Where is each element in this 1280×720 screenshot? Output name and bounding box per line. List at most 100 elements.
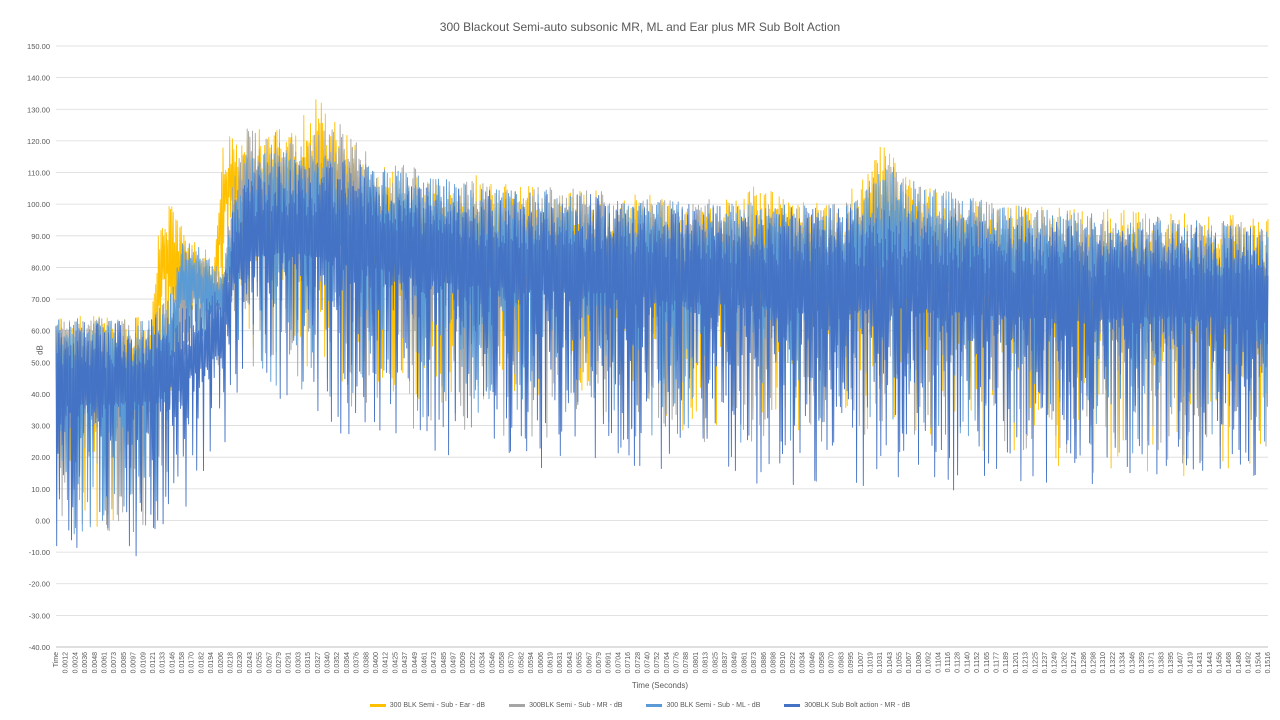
y-tick-label: 130.00 <box>27 105 50 114</box>
x-tick-label: 0.0983 <box>838 652 845 674</box>
x-tick-label: 0.0376 <box>354 652 361 674</box>
legend: 300 BLK Semi - Sub - Ear - dB 300BLK Semi… <box>0 702 1280 709</box>
x-tick-label: 0.1177 <box>994 652 1001 673</box>
x-tick-label: 0.0801 <box>693 652 700 674</box>
x-tick-label: 0.1431 <box>1197 652 1204 674</box>
legend-swatch <box>784 704 801 707</box>
x-tick-label: 0.1031 <box>877 652 884 674</box>
x-tick-label: 0.1468 <box>1226 652 1233 674</box>
x-tick-label: 0.0340 <box>324 652 331 674</box>
x-tick-label: 0.0255 <box>257 652 264 674</box>
x-tick-label: 0.0073 <box>111 652 118 674</box>
x-tick-label: 0.0109 <box>140 652 147 674</box>
y-tick-label: 60.00 <box>31 327 50 336</box>
x-tick-label: 0.0764 <box>664 652 671 674</box>
x-tick-label: 0.0631 <box>557 652 564 674</box>
x-tick-label: 0.0315 <box>305 652 312 674</box>
x-tick-label: 0.0048 <box>92 652 99 674</box>
x-tick-label: 0.0473 <box>431 652 438 674</box>
x-tick-label: 0.1116 <box>945 652 952 672</box>
x-tick-label: 0.0206 <box>218 652 225 674</box>
y-tick-label: 120.00 <box>27 137 50 146</box>
x-tick-label: 0.0182 <box>198 652 205 674</box>
y-tick-label: -30.00 <box>29 611 50 620</box>
x-tick-label: 0.0558 <box>499 652 506 674</box>
x-tick-label: 0.1492 <box>1246 652 1253 674</box>
x-tick-label: 0.0740 <box>644 652 651 674</box>
x-tick-label: 0.0036 <box>82 652 89 674</box>
x-tick-label: 0.1092 <box>926 652 933 674</box>
x-tick-label: 0.1237 <box>1042 652 1049 674</box>
x-tick-label: 0.0267 <box>266 652 273 674</box>
x-tick-label: 0.0279 <box>276 652 283 674</box>
x-tick-label: 0.0158 <box>179 652 186 674</box>
x-tick-label: 0.0534 <box>480 652 487 674</box>
legend-label: 300BLK Sub Bolt action - MR - dB <box>804 702 911 709</box>
x-tick-label: 0.1019 <box>867 652 874 674</box>
x-tick-label: 0.1201 <box>1013 652 1020 674</box>
x-tick-label: 0.0412 <box>383 652 390 674</box>
x-tick-label: 0.0570 <box>509 652 516 674</box>
x-tick-label: 0.0655 <box>577 652 584 674</box>
x-tick-label: 0.0437 <box>402 652 409 674</box>
x-tick-label: 0.0425 <box>392 652 399 674</box>
y-tick-label: 150.00 <box>27 42 50 51</box>
x-tick-label: 0.1152 <box>974 652 981 673</box>
x-tick-label: 0.1213 <box>1023 652 1030 674</box>
x-tick-label: 0.0509 <box>460 652 467 674</box>
y-axis-label: dB <box>35 345 45 355</box>
y-tick-label: 100.00 <box>27 200 50 209</box>
x-tick-label: 0.0728 <box>635 652 642 674</box>
y-tick-label: -40.00 <box>29 643 50 652</box>
y-tick-label: 50.00 <box>31 358 50 367</box>
legend-item-3: 300 BLK Semi - Sub - ML - dB <box>646 702 760 709</box>
legend-label: 300BLK Semi - Sub - MR - dB <box>529 702 623 709</box>
x-tick-label: 0.1274 <box>1071 652 1078 674</box>
x-tick-label: 0.1371 <box>1149 652 1156 674</box>
x-tick-label: 0.1504 <box>1255 652 1262 674</box>
x-tick-label: 0.0619 <box>547 652 554 674</box>
x-tick-label: 0.0776 <box>674 652 681 674</box>
x-tick-label: 0.1383 <box>1158 652 1165 674</box>
x-tick-label: 0.0327 <box>315 652 322 674</box>
x-tick-label: 0.1395 <box>1168 652 1175 674</box>
x-tick-label: 0.1080 <box>916 652 923 674</box>
x-tick-label: 0.1262 <box>1061 652 1068 674</box>
x-tick-label: 0.1140 <box>964 652 971 673</box>
x-tick-label: 0.0606 <box>538 652 545 674</box>
y-tick-label: 0.00 <box>35 516 50 525</box>
x-tick-label: 0.1480 <box>1236 652 1243 674</box>
x-tick-label: 0.0522 <box>470 652 477 674</box>
series-line-4 <box>55 160 1269 557</box>
legend-swatch <box>646 704 663 707</box>
y-tick-label: 10.00 <box>31 485 50 494</box>
x-tick-label: 0.1407 <box>1178 652 1185 674</box>
x-tick-label: 0.0291 <box>286 652 293 674</box>
y-tick-label: -20.00 <box>29 580 50 589</box>
x-tick-label: 0.1456 <box>1217 652 1224 674</box>
x-tick-label: 0.0133 <box>160 652 167 674</box>
x-tick-label: 0.0898 <box>771 652 778 674</box>
x-tick-label: 0.1310 <box>1100 652 1107 674</box>
x-tick-label: 0.1322 <box>1110 652 1117 674</box>
legend-item-1: 300 BLK Semi - Sub - Ear - dB <box>369 702 485 709</box>
x-tick-label: 0.0679 <box>596 652 603 674</box>
y-tick-label: 140.00 <box>27 74 50 83</box>
x-tick-label: 0.0970 <box>829 652 836 674</box>
x-tick-label: 0.0704 <box>615 652 622 674</box>
legend-item-4: 300BLK Sub Bolt action - MR - dB <box>784 702 910 709</box>
x-tick-label: 0.1189 <box>1003 652 1010 673</box>
x-tick-label: 0.0243 <box>247 652 254 674</box>
legend-swatch <box>509 704 526 707</box>
x-tick-label: 0.0594 <box>528 652 535 674</box>
x-tick-label: 0.0691 <box>606 652 613 674</box>
y-tick-label: 80.00 <box>31 263 50 272</box>
x-tick-label: 0.0910 <box>780 652 787 674</box>
x-axis-ticks: Time 0.0012 0.0024 0.0036 0.0048 0.0061 0.0073… <box>53 652 1272 674</box>
x-tick-label: 0.0946 <box>809 652 816 674</box>
x-tick-label: 0.1334 <box>1120 652 1127 674</box>
x-tick-label: 0.0461 <box>421 652 428 674</box>
x-tick-label: 0.0861 <box>741 652 748 674</box>
y-tick-label: 110.00 <box>28 169 50 178</box>
